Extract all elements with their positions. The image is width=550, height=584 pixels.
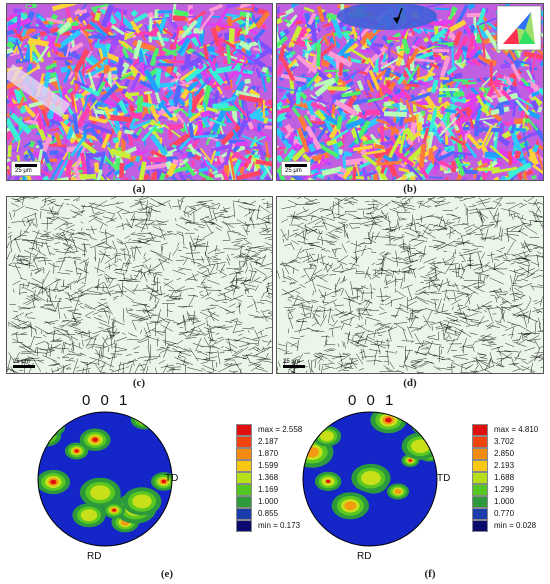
pole-figure-e-rd-label: RD [87,551,102,562]
legend-value: 1.000 [258,497,279,506]
boundary-map-c-image [7,197,272,373]
legend-swatch [472,520,488,532]
boundary-map-d-image [277,197,543,373]
scale-bar-c-label: 25 μm [13,359,30,365]
legend-value: max = 4.810 [494,425,539,434]
legend-value: max = 2.558 [258,425,303,434]
ipf-map-b-image [277,4,543,180]
caption-d: (d) [403,377,417,389]
pole-figure-f-title: 0 0 1 [348,392,397,409]
pole-figure-e [37,411,173,547]
scale-bar-d-label: 25 μm [283,359,300,365]
legend-swatch [236,472,252,484]
pole-figure-e-title: 0 0 1 [82,392,131,409]
boundary-map-d: 25 μm [276,196,544,374]
legend-swatch [472,508,488,520]
legend-f: max = 4.810 3.702 2.850 2.193 1.688 1.299 1.00… [472,424,550,534]
legend-swatch [472,448,488,460]
pole-figure-f [302,411,438,547]
legend-value: 3.702 [494,437,515,446]
scale-bar-b: 25 μm [281,161,311,176]
legend-value: 1.169 [258,485,279,494]
legend-swatch [236,436,252,448]
boundary-map-c: 25 μm [6,196,273,374]
legend-value: 0.770 [494,509,515,518]
ipf-map-a: 25 μm [6,3,273,181]
legend-value: min = 0.173 [258,521,301,530]
legend-value: 1.368 [258,473,279,482]
legend-swatch [236,448,252,460]
legend-value: 2.193 [494,461,515,470]
pole-figure-e-td-label: TD [165,473,179,484]
scale-bar-d: 25 μm [283,359,305,369]
pole-figure-f-rd-label: RD [357,551,372,562]
legend-value: 0.855 [258,509,279,518]
ipf-map-a-image [7,4,272,180]
ipf-color-key-icon [496,5,542,51]
legend-swatch [472,460,488,472]
caption-b: (b) [403,183,417,195]
legend-swatch [472,436,488,448]
legend-value: 1.870 [258,449,279,458]
ipf-map-b: 25 μm [276,3,544,181]
legend-value: 2.187 [258,437,279,446]
pole-figure-f-td-label: TD [437,473,451,484]
legend-value: 1.299 [494,485,515,494]
legend-swatch [236,460,252,472]
legend-swatch [472,424,488,436]
caption-a: (a) [132,183,146,195]
legend-swatch [236,484,252,496]
legend-swatch [472,496,488,508]
legend-swatch [236,424,252,436]
legend-e: max = 2.558 2.187 1.870 1.599 1.368 1.169 1.00… [236,424,316,534]
scale-bar-a-label: 25 μm [15,168,32,174]
scale-bar-a: 25 μm [11,161,41,176]
legend-value: 1.000 [494,497,515,506]
legend-swatch [472,484,488,496]
legend-swatch [236,496,252,508]
caption-f: (f) [424,568,436,580]
scale-bar-c: 25 μm [13,359,35,369]
legend-swatch [472,472,488,484]
scale-bar-b-label: 25 μm [285,168,302,174]
legend-value: min = 0.028 [494,521,537,530]
legend-value: 2.850 [494,449,515,458]
legend-swatch [236,508,252,520]
legend-value: 1.688 [494,473,515,482]
caption-e: (e) [160,568,174,580]
legend-swatch [236,520,252,532]
legend-value: 1.599 [258,461,279,470]
caption-c: (c) [132,377,146,389]
